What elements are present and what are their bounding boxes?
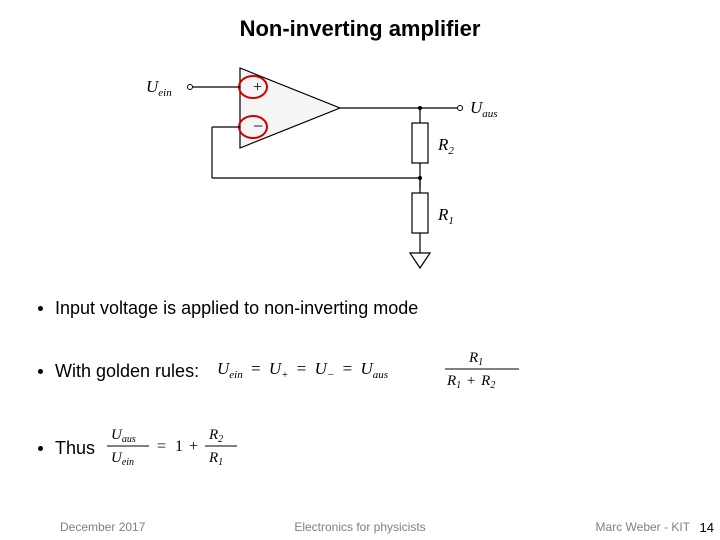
resistor-r1-icon <box>412 193 428 233</box>
bullet-dot-icon <box>38 446 43 451</box>
bullet-item: With golden rules: Uein = U+ = U− = Uaus… <box>38 347 698 396</box>
resistor-r2-icon <box>412 123 428 163</box>
r2-label: R2 <box>437 135 454 157</box>
svg-text:R2: R2 <box>208 427 223 445</box>
circuit-diagram: + − Uein Uaus R2 R1 <box>140 58 580 278</box>
footer-author: Marc Weber - KIT <box>596 520 690 534</box>
svg-text:=: = <box>157 438 166 455</box>
svg-text:Uaus: Uaus <box>111 427 136 445</box>
svg-text:R1: R1 <box>208 450 223 468</box>
page-title: Non-inverting amplifier <box>0 16 720 42</box>
footer-page-number: 14 <box>700 520 714 535</box>
bullet-list: Input voltage is applied to non-invertin… <box>38 298 698 501</box>
bullet-dot-icon <box>38 369 43 374</box>
equation-gain: Uaus Uein = 1 + R2 R1 <box>105 424 275 473</box>
bullet-text: Thus <box>55 438 95 459</box>
svg-text:R1: R1 <box>468 350 483 368</box>
input-terminal-icon <box>188 85 193 90</box>
bullet-dot-icon <box>38 306 43 311</box>
bullet-item: Input voltage is applied to non-invertin… <box>38 298 698 319</box>
svg-text:+: + <box>189 438 198 455</box>
bullet-text: Input voltage is applied to non-invertin… <box>55 298 418 319</box>
ground-icon <box>410 253 430 268</box>
bullet-item: Thus Uaus Uein = 1 + R2 R <box>38 424 698 473</box>
opamp-plus-label: + <box>253 79 262 96</box>
r1-label: R1 <box>437 205 454 227</box>
svg-text:R1 + R2: R1 + R2 <box>446 373 495 391</box>
svg-text:Uein: Uein <box>111 450 134 468</box>
bullet-text: With golden rules: <box>55 361 199 382</box>
svg-text:Uein = U+: Uein = U+ = U− = Uaus <box>217 359 388 382</box>
uaus-label: Uaus <box>470 98 498 120</box>
uein-label: Uein <box>146 77 172 99</box>
svg-text:1: 1 <box>175 438 183 455</box>
output-terminal-icon <box>458 106 463 111</box>
equation-golden-rules: Uein = U+ = U− = Uaus R1 R1 + R2 <box>209 347 529 396</box>
